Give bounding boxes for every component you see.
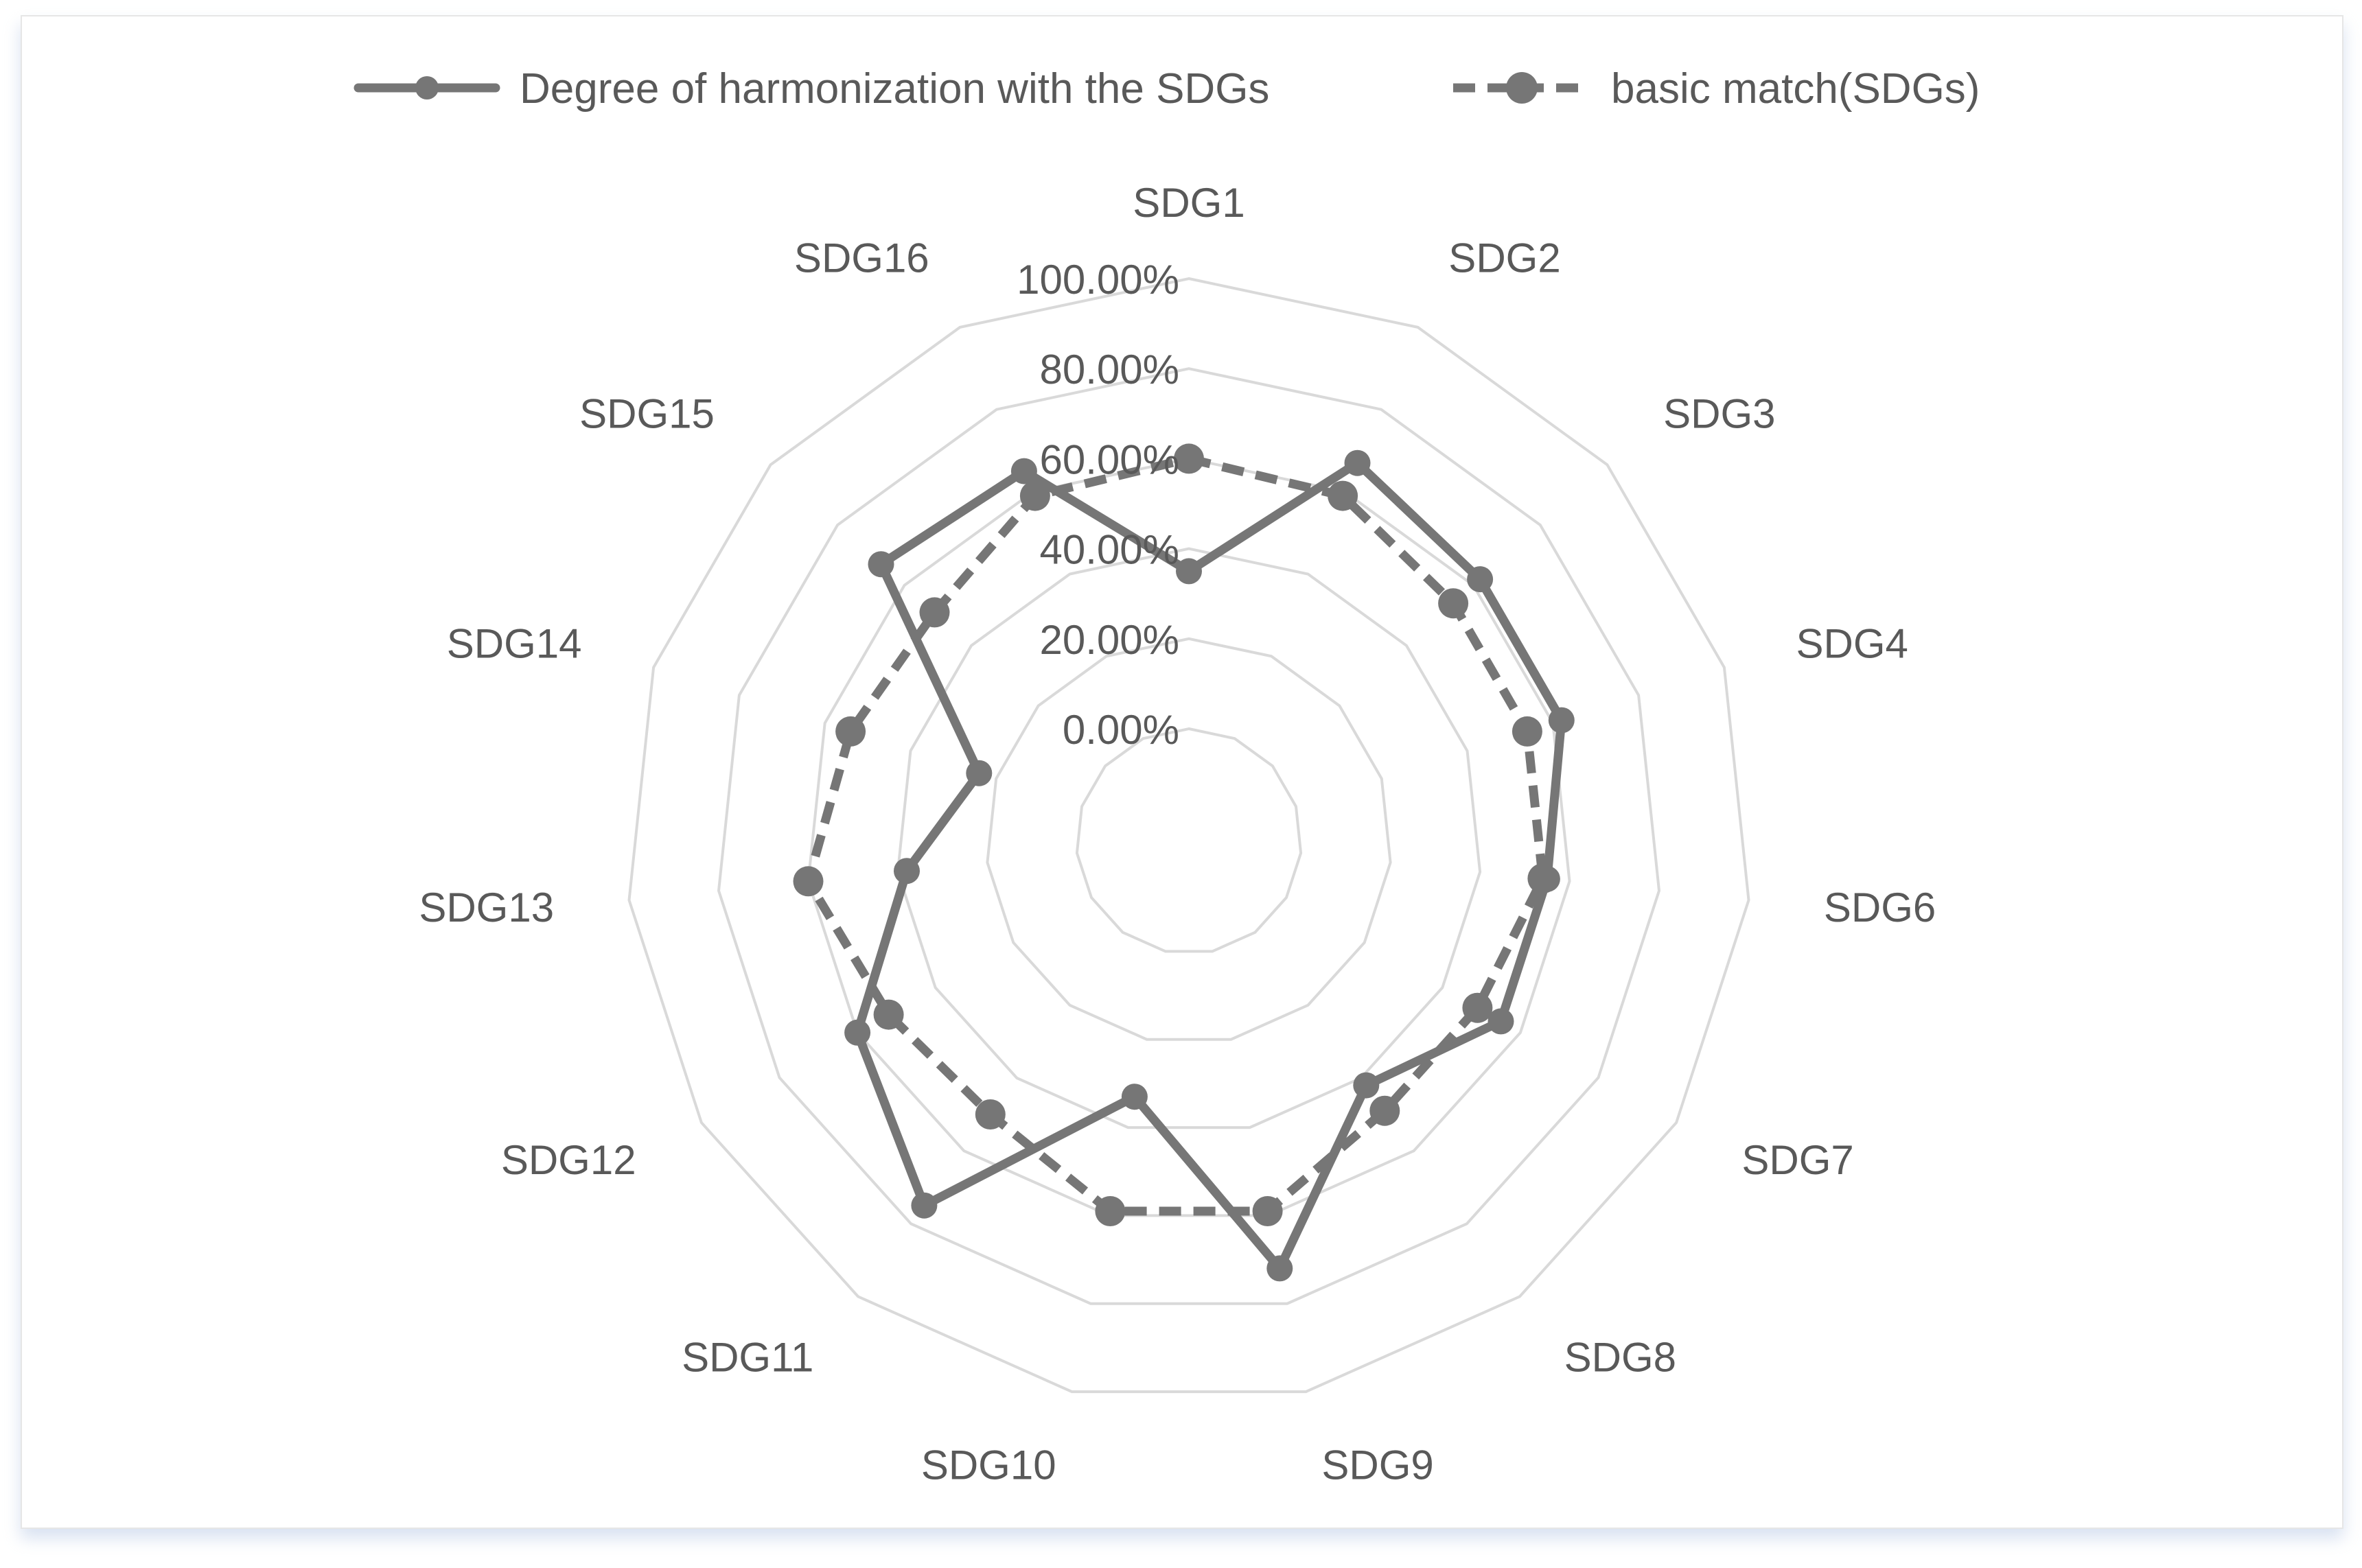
series-0-point-sdg14	[966, 760, 993, 786]
category-label-sdg15: SDG15	[579, 391, 715, 437]
category-label-sdg1: SDG1	[1133, 180, 1244, 226]
series-1-point-sdg7	[1462, 992, 1493, 1023]
tick-label: 100.00%	[1017, 257, 1179, 303]
series-1-point-sdg1	[1174, 443, 1204, 474]
series-1-point-sdg10	[1095, 1196, 1126, 1226]
legend-marker-solid	[415, 76, 439, 100]
series-1-point-sdg12	[873, 999, 904, 1030]
series-0-point-sdg11	[911, 1192, 938, 1219]
category-label-sdg16: SDG16	[794, 235, 929, 281]
series-1-point-sdg13	[793, 866, 824, 897]
legend: Degree of harmonization with the SDGs ba…	[354, 65, 1980, 113]
radar-chart: Degree of harmonization with the SDGs ba…	[354, 65, 1980, 1488]
grid-ring-5	[627, 277, 1750, 1394]
grid-ring-4	[717, 367, 1661, 1305]
tick-label: 0.00%	[1063, 707, 1179, 753]
grid-ring-1	[986, 637, 1392, 1041]
series-1-point-sdg4	[1512, 716, 1542, 747]
series-1-point-sdg16	[1019, 480, 1050, 511]
series-0-point-sdg2	[1344, 449, 1371, 476]
legend-label-harmonization: Degree of harmonization with the SDGs	[520, 65, 1269, 113]
legend-marker-dashed	[1506, 72, 1538, 104]
category-label-sdg12: SDG12	[501, 1137, 636, 1183]
series-1-point-sdg15	[919, 597, 950, 628]
category-label-sdg10: SDG10	[921, 1442, 1056, 1488]
category-label-sdg11: SDG11	[682, 1334, 813, 1380]
category-label-sdg13: SDG13	[419, 885, 554, 931]
legend-label-basic-match: basic match(SDGs)	[1611, 65, 1980, 113]
tick-label: 80.00%	[1040, 347, 1180, 393]
category-label-sdg9: SDG9	[1321, 1442, 1433, 1488]
chart-frame: Degree of harmonization with the SDGs ba…	[21, 15, 2343, 1529]
category-label-sdg2: SDG2	[1448, 235, 1560, 281]
series-line-1	[804, 454, 1547, 1216]
series-1-point-sdg11	[975, 1099, 1006, 1130]
series-0-point-sdg12	[844, 1019, 871, 1046]
series-0-point-sdg16	[1010, 458, 1037, 484]
tick-label: 20.00%	[1040, 617, 1180, 663]
tick-label: 60.00%	[1040, 436, 1180, 482]
legend-item-basic-match: basic match(SDGs)	[1453, 65, 1980, 113]
series-1-point-sdg14	[835, 716, 866, 747]
series-0-point-sdg7	[1487, 1008, 1514, 1035]
series-0-point-sdg4	[1548, 707, 1575, 734]
category-label-sdg6: SDG6	[1824, 885, 1936, 931]
grid-ring-0	[1075, 727, 1303, 953]
series-line-0	[853, 458, 1566, 1273]
category-labels: SDG1 SDG2 SDG3 SDG4 SDG6 SDG7 SDG8 SDG9 SDG10 SDG…	[419, 180, 1936, 1488]
series-1-point-sdg9	[1252, 1196, 1283, 1226]
radar-series	[793, 443, 1575, 1282]
series-0-point-sdg3	[1467, 566, 1494, 593]
radial-tick-labels: 0.00% 20.00% 40.00% 60.00% 80.00% 100.00%	[1017, 257, 1179, 753]
legend-item-harmonization: Degree of harmonization with the SDGs	[354, 65, 1269, 113]
category-label-sdg14: SDG14	[447, 621, 582, 667]
series-1-point-sdg6	[1527, 863, 1558, 894]
series-0-point-sdg13	[894, 858, 920, 885]
series-0-point-sdg1	[1176, 558, 1202, 585]
series-0-point-sdg15	[868, 551, 894, 578]
series-1-point-sdg3	[1438, 588, 1469, 619]
tick-label: 40.00%	[1040, 527, 1180, 573]
grid-ring-3	[807, 457, 1571, 1217]
category-label-sdg3: SDG3	[1663, 391, 1775, 437]
series-0-point-sdg8	[1353, 1072, 1380, 1099]
series-1-point-sdg2	[1328, 480, 1358, 511]
series-1-point-sdg8	[1369, 1095, 1400, 1126]
series-0-point-sdg9	[1266, 1255, 1293, 1282]
series-0-point-sdg10	[1121, 1084, 1148, 1110]
category-label-sdg8: SDG8	[1564, 1334, 1676, 1380]
category-label-sdg4: SDG4	[1796, 621, 1908, 667]
category-label-sdg7: SDG7	[1741, 1137, 1853, 1183]
